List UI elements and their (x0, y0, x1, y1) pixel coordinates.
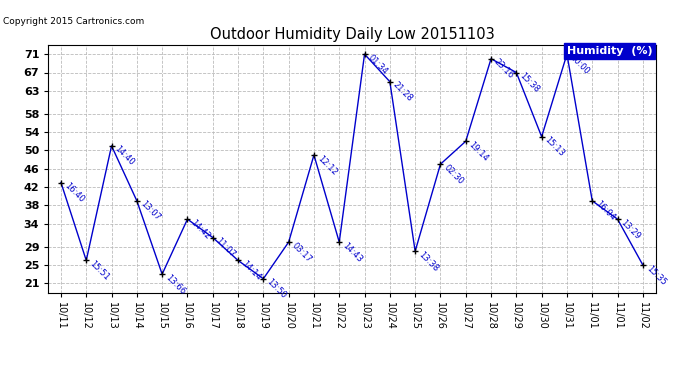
Text: 13:07: 13:07 (138, 200, 161, 223)
Text: 00:00: 00:00 (569, 53, 591, 76)
Text: 03:17: 03:17 (290, 241, 313, 264)
Text: 16:40: 16:40 (62, 181, 86, 204)
Text: 15:35: 15:35 (644, 264, 667, 287)
Text: 13:38: 13:38 (417, 250, 440, 273)
Text: 23:16: 23:16 (493, 57, 515, 81)
Text: 13:66: 13:66 (164, 273, 187, 296)
Text: 02:30: 02:30 (442, 163, 465, 186)
Text: 13:50: 13:50 (265, 278, 288, 301)
Title: Outdoor Humidity Daily Low 20151103: Outdoor Humidity Daily Low 20151103 (210, 27, 494, 42)
Text: 15:38: 15:38 (518, 71, 541, 94)
Text: Humidity  (%): Humidity (%) (567, 46, 653, 56)
Text: 14:42: 14:42 (189, 218, 212, 241)
Text: 21:28: 21:28 (391, 80, 415, 104)
Text: 14:43: 14:43 (341, 241, 364, 264)
Text: 15:13: 15:13 (543, 135, 566, 159)
Text: 01:34: 01:34 (366, 53, 389, 76)
Text: 12:12: 12:12 (315, 154, 339, 177)
Text: 14:14: 14:14 (239, 259, 263, 282)
Text: 15:51: 15:51 (88, 259, 111, 282)
Text: 19:14: 19:14 (467, 140, 491, 163)
Text: 13:29: 13:29 (619, 218, 642, 241)
Text: 14:40: 14:40 (113, 144, 136, 168)
Text: 16:04: 16:04 (593, 200, 617, 223)
Text: 11:07: 11:07 (214, 236, 237, 260)
Text: Copyright 2015 Cartronics.com: Copyright 2015 Cartronics.com (3, 17, 145, 26)
